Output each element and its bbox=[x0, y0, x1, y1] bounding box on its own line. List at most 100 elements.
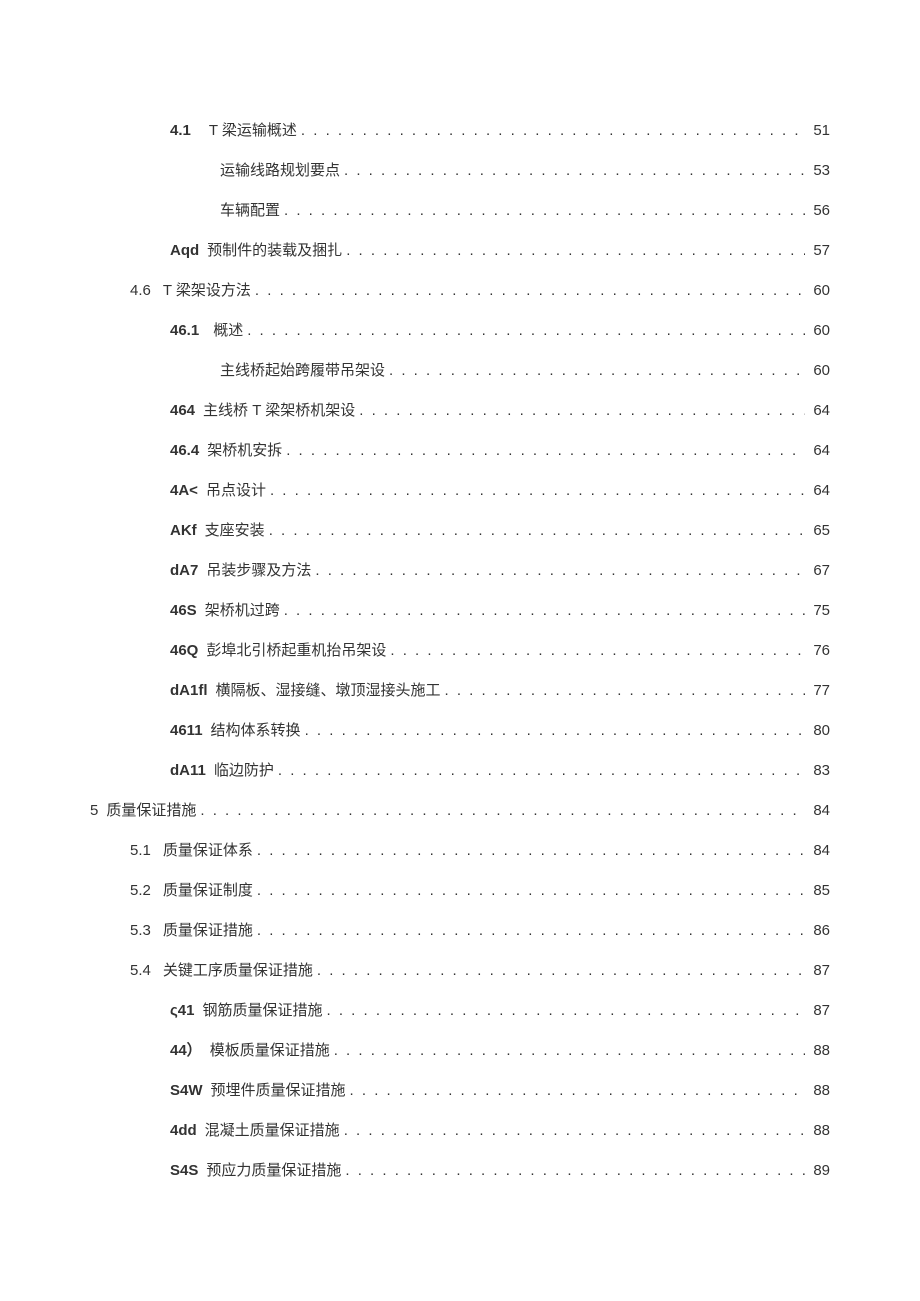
toc-entry-title: 架桥机过跨 bbox=[205, 600, 280, 621]
toc-entry: 4A<吊点设计 64 bbox=[90, 480, 830, 501]
dot-leader bbox=[350, 1080, 806, 1101]
toc-entry-page: 53 bbox=[809, 160, 830, 181]
toc-entry-number: 5 bbox=[90, 800, 106, 821]
toc-entry-page: 84 bbox=[809, 800, 830, 821]
toc-entry-title: 结构体系转换 bbox=[211, 720, 301, 741]
dot-leader bbox=[286, 440, 805, 461]
toc-entry-page: 64 bbox=[809, 440, 830, 461]
dot-leader bbox=[345, 1160, 805, 1181]
dot-leader bbox=[445, 680, 806, 701]
toc-entry-page: 64 bbox=[809, 400, 830, 421]
toc-entry-page: 60 bbox=[809, 320, 830, 341]
toc-list: 4.1T 梁运输概述51运输线路规划要点53车辆配置56Aqd预制件的装载及捆扎… bbox=[90, 120, 830, 1181]
toc-entry-number: ς41 bbox=[170, 1000, 203, 1021]
toc-entry-number: 4.1 bbox=[170, 120, 209, 141]
dot-leader bbox=[257, 920, 805, 941]
dot-leader bbox=[284, 600, 806, 621]
dot-leader bbox=[269, 520, 806, 541]
toc-entry-page: 57 bbox=[809, 240, 830, 261]
dot-leader bbox=[257, 840, 805, 861]
toc-entry-title: 车辆配置 bbox=[220, 200, 280, 221]
dot-leader bbox=[301, 120, 805, 141]
dot-leader bbox=[315, 560, 805, 581]
toc-entry-title: 质量保证措施 bbox=[106, 800, 196, 821]
toc-entry-title: 质量保证措施 bbox=[163, 920, 253, 941]
dot-leader bbox=[346, 240, 805, 261]
toc-entry: 4.1T 梁运输概述51 bbox=[90, 120, 830, 141]
toc-entry-page: 56 bbox=[809, 200, 830, 221]
dot-leader bbox=[344, 1120, 806, 1141]
dot-leader bbox=[344, 160, 805, 181]
toc-entry-number: 5.1 bbox=[130, 840, 163, 861]
toc-entry-number: 464 bbox=[170, 400, 203, 421]
toc-entry-page: 87 bbox=[809, 1000, 830, 1021]
toc-entry-title: 吊点设计 bbox=[206, 480, 266, 501]
toc-entry-page: 80 bbox=[809, 720, 830, 741]
toc-entry: 5.1质量保证体系 84 bbox=[90, 840, 830, 861]
toc-entry: 46.4架桥机安拆 64 bbox=[90, 440, 830, 461]
toc-entry-page: 76 bbox=[809, 640, 830, 661]
toc-entry-title: 混凝土质量保证措施 bbox=[205, 1120, 340, 1141]
toc-entry-title: 预应力质量保证措施 bbox=[206, 1160, 341, 1181]
toc-entry-number: 4611 bbox=[170, 720, 211, 741]
toc-entry-number: Aqd bbox=[170, 240, 207, 261]
toc-entry: 5.2质量保证制度85 bbox=[90, 880, 830, 901]
toc-entry-title: 横隔板、湿接缝、墩顶湿接头施工 bbox=[216, 680, 441, 701]
toc-entry-page: 88 bbox=[809, 1040, 830, 1061]
toc-entry-number: 46.1 bbox=[170, 320, 213, 341]
toc-entry-page: 64 bbox=[809, 480, 830, 501]
dot-leader bbox=[257, 880, 805, 901]
toc-entry-number: 5.2 bbox=[130, 880, 163, 901]
toc-entry: S4S预应力质量保证措施89 bbox=[90, 1160, 830, 1181]
toc-entry-page: 60 bbox=[809, 360, 830, 381]
toc-entry-page: 67 bbox=[809, 560, 830, 581]
toc-entry-title: 架桥机安拆 bbox=[207, 440, 282, 461]
toc-entry-title: 临边防护 bbox=[214, 760, 274, 781]
toc-entry-number: dA1fl bbox=[170, 680, 216, 701]
toc-entry: dA7吊装步骤及方法67 bbox=[90, 560, 830, 581]
toc-entry-title: 支座安装 bbox=[205, 520, 265, 541]
toc-entry-number: 5.4 bbox=[130, 960, 163, 981]
toc-entry-number: 4.6 bbox=[130, 280, 163, 301]
toc-entry-number: 4A< bbox=[170, 480, 206, 501]
toc-entry-page: 88 bbox=[809, 1120, 830, 1141]
toc-entry: 运输线路规划要点 53 bbox=[90, 160, 830, 181]
toc-entry: S4W预埋件质量保证措施88 bbox=[90, 1080, 830, 1101]
dot-leader bbox=[255, 280, 805, 301]
toc-entry-title: 模板质量保证措施 bbox=[210, 1040, 330, 1061]
dot-leader bbox=[270, 480, 805, 501]
dot-leader bbox=[200, 800, 805, 821]
toc-entry-page: 51 bbox=[809, 120, 830, 141]
dot-leader bbox=[305, 720, 806, 741]
toc-entry-number: dA11 bbox=[170, 760, 214, 781]
toc-entry-page: 84 bbox=[809, 840, 830, 861]
toc-entry: 5.3质量保证措施86 bbox=[90, 920, 830, 941]
toc-entry-title: 质量保证体系 bbox=[163, 840, 253, 861]
toc-entry-number: 46.4 bbox=[170, 440, 207, 461]
toc-entry: 4611结构体系转换 80 bbox=[90, 720, 830, 741]
toc-entry-number: S4W bbox=[170, 1080, 211, 1101]
toc-entry-number: S4S bbox=[170, 1160, 206, 1181]
toc-entry-page: 83 bbox=[809, 760, 830, 781]
toc-entry: ς41钢筋质量保证措施87 bbox=[90, 1000, 830, 1021]
toc-entry: dA11临边防护 83 bbox=[90, 760, 830, 781]
toc-entry: 5.4关键工序质量保证措施87 bbox=[90, 960, 830, 981]
toc-entry: 44）模板质量保证措施88 bbox=[90, 1040, 830, 1061]
toc-entry: 车辆配置 56 bbox=[90, 200, 830, 221]
toc-entry: 46S架桥机过跨75 bbox=[90, 600, 830, 621]
toc-entry-page: 60 bbox=[809, 280, 830, 301]
toc-entry-number: 46Q bbox=[170, 640, 206, 661]
toc-entry-title: 概述 bbox=[213, 320, 243, 341]
toc-entry: 主线桥起始跨履带吊架设60 bbox=[90, 360, 830, 381]
dot-leader bbox=[334, 1040, 806, 1061]
toc-entry-title: 运输线路规划要点 bbox=[220, 160, 340, 181]
dot-leader bbox=[284, 200, 805, 221]
toc-entry: 4dd混凝土质量保证措施 88 bbox=[90, 1120, 830, 1141]
toc-entry-number: 4dd bbox=[170, 1120, 205, 1141]
toc-entry: 46.1概述 60 bbox=[90, 320, 830, 341]
toc-entry-page: 87 bbox=[809, 960, 830, 981]
toc-entry-page: 88 bbox=[809, 1080, 830, 1101]
toc-entry: 46Q彭埠北引桥起重机抬吊架设76 bbox=[90, 640, 830, 661]
dot-leader bbox=[278, 760, 805, 781]
dot-leader bbox=[317, 960, 805, 981]
